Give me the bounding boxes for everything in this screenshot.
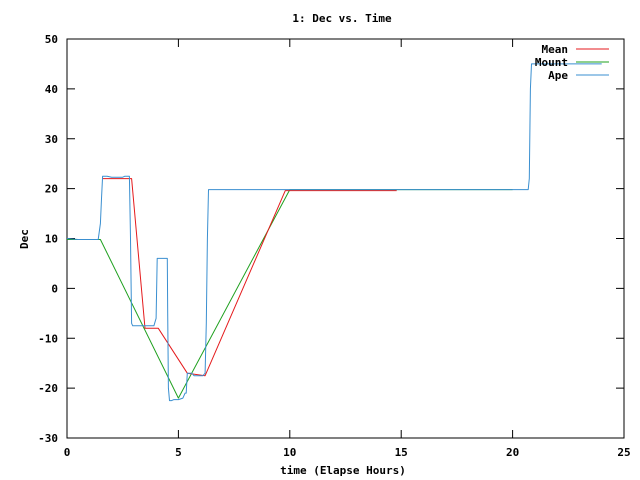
y-tick-label: 40 bbox=[45, 83, 58, 96]
legend-label-mean: Mean bbox=[542, 43, 569, 56]
series-layer bbox=[66, 63, 602, 402]
series-line-mount bbox=[67, 189, 513, 399]
x-tick-label: 15 bbox=[395, 446, 408, 459]
x-tick-label: 10 bbox=[283, 446, 296, 459]
y-axis-label: Dec bbox=[18, 229, 31, 249]
axes: -30 -20 -10 0 10 20 30 40 50 0 5 10 15 20 25 bbox=[38, 33, 631, 459]
chart-title: 1: Dec vs. Time bbox=[292, 12, 392, 25]
x-tick-label: 25 bbox=[617, 446, 630, 459]
y-tick-label: -30 bbox=[38, 432, 58, 445]
y-tick-label: -20 bbox=[38, 382, 58, 395]
x-tick-label: 0 bbox=[64, 446, 71, 459]
y-tick-label: 20 bbox=[45, 183, 58, 196]
y-tick-label: 30 bbox=[45, 133, 58, 146]
legend-label-mount: Mount bbox=[535, 56, 568, 69]
plot-frame bbox=[66, 38, 625, 439]
legend-label-ape: Ape bbox=[548, 69, 568, 82]
y-tick-label: -10 bbox=[38, 332, 58, 345]
y-tick-label: 50 bbox=[45, 33, 58, 46]
series-line-mean bbox=[102, 178, 397, 377]
x-tick-label: 20 bbox=[506, 446, 519, 459]
y-tick-label: 10 bbox=[45, 233, 58, 246]
series-line-ape bbox=[66, 63, 602, 402]
y-tick-label: 0 bbox=[51, 282, 58, 295]
x-tick-label: 5 bbox=[175, 446, 182, 459]
x-axis-label: time (Elapse Hours) bbox=[280, 464, 406, 477]
